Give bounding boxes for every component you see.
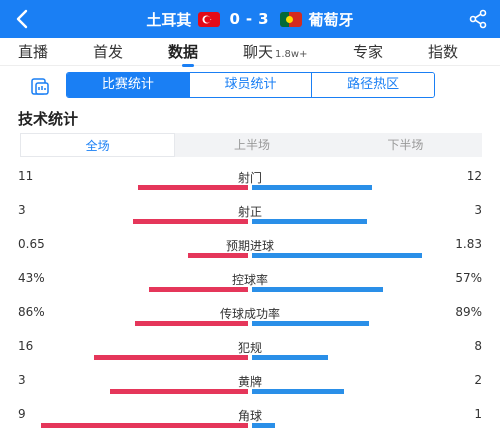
period-selector: 全场 上半场 下半场 [20,133,482,157]
stat-away-value: 3 [474,203,482,217]
tab-odds[interactable]: 指数 [428,43,459,61]
stat-home-value: 3 [18,203,26,217]
stat-bars [20,355,482,360]
stat-away-value: 12 [466,169,482,183]
away-stat-bar [252,355,328,360]
stat-label: 控球率 [231,273,268,287]
stat-away-value: 89% [455,305,482,319]
away-stat-bar [252,389,344,394]
stat-home-value: 9 [18,407,26,421]
home-stat-bar [94,355,248,360]
stat-row: 0.65 预期进球 1.83 [0,236,500,270]
away-stat-bar [252,287,383,292]
away-score: 3 [258,10,271,28]
tab-lineup[interactable]: 首发 [93,43,124,61]
tab-expert[interactable]: 专家 [353,43,384,61]
home-score: 0 [229,10,242,28]
chart-icon[interactable] [30,76,50,96]
portugal-flag-icon [279,11,302,27]
period-full-match[interactable]: 全场 [20,133,176,157]
period-first-half[interactable]: 上半场 [233,138,270,152]
away-stat-bar [252,185,372,190]
stat-away-value: 8 [474,339,482,353]
stats-type-segment: 比赛统计 球员统计 路径热区 [66,72,435,98]
stat-home-value: 86% [18,305,45,319]
home-stat-bar [138,185,248,190]
stat-label: 传球成功率 [219,307,280,321]
tab-data[interactable]: 数据 [168,43,199,61]
home-stat-bar [188,253,248,258]
stat-label: 射门 [237,171,262,185]
tab-chat-label: 聊天 [243,43,274,61]
stat-bars [20,389,482,394]
stat-bars [20,219,482,224]
stat-away-value: 1.83 [455,237,482,251]
tab-live[interactable]: 直播 [18,43,49,61]
stat-home-value: 43% [18,271,45,285]
main-tabs: 直播 首发 数据 聊天 1.8w+ 专家 指数 [0,38,500,66]
stat-bars [20,321,482,326]
away-stat-bar [252,219,367,224]
stat-away-value: 57% [455,271,482,285]
away-stat-bar [252,253,422,258]
stat-home-value: 16 [18,339,34,353]
top-bar: 土耳其 0 - 3 葡萄牙 [0,0,500,38]
home-team-name: 土耳其 [146,10,192,29]
home-stat-bar [110,389,248,394]
stat-home-value: 0.65 [18,237,45,251]
stat-row: 3 黄牌 2 [0,372,500,406]
home-stat-bar [135,321,248,326]
stat-home-value: 11 [18,169,34,183]
stat-row: 43% 控球率 57% [0,270,500,304]
stat-away-value: 2 [474,373,482,387]
stat-bars [20,423,482,428]
segment-match-stats[interactable]: 比赛统计 [67,73,190,97]
share-icon[interactable] [468,9,488,29]
stat-label: 预期进球 [225,239,274,253]
active-tab-indicator [182,64,194,67]
stat-bars [20,185,482,190]
segment-player-stats[interactable]: 球员统计 [189,73,313,97]
stat-row: 9 角球 1 [0,406,500,440]
tab-chat-badge: 1.8w+ [275,49,308,60]
stat-row: 11 射门 12 [0,168,500,202]
stat-row: 16 犯规 8 [0,338,500,372]
stat-label: 犯规 [237,341,262,355]
segment-heatmap[interactable]: 路径热区 [312,73,434,97]
stat-row: 86% 传球成功率 89% [0,304,500,338]
stat-away-value: 1 [474,407,482,421]
score-separator: - [245,10,255,28]
away-stat-bar [252,423,275,428]
stat-label: 射正 [237,205,262,219]
home-stat-bar [133,219,248,224]
stat-home-value: 3 [18,373,26,387]
stats-list: 11 射门 12 3 射正 3 0.65 预期进球 1.83 43% 控球率 57% 86% 传球成功率 8… [0,168,500,440]
stat-bars [20,287,482,292]
sub-navigation: 比赛统计 球员统计 路径热区 [0,72,500,102]
back-arrow-icon[interactable] [12,8,34,30]
away-stat-bar [252,321,369,326]
section-title: 技术统计 [18,110,79,128]
away-team-name: 葡萄牙 [308,10,354,29]
turkey-flag-icon [198,11,221,27]
tab-chat[interactable]: 聊天 1.8w+ [243,41,307,62]
match-header: 土耳其 0 - 3 葡萄牙 [0,8,500,30]
home-stat-bar [149,287,248,292]
stat-label: 角球 [237,409,262,423]
period-second-half[interactable]: 下半场 [387,138,424,152]
stat-row: 3 射正 3 [0,202,500,236]
stat-label: 黄牌 [237,375,262,389]
home-stat-bar [41,423,248,428]
stat-bars [20,253,482,258]
